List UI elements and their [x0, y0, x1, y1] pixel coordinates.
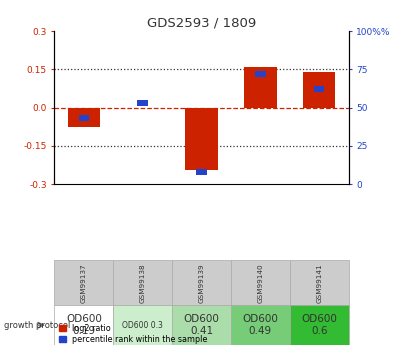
Bar	[196, 169, 207, 175]
Text: OD600
0.6: OD600 0.6	[301, 314, 337, 336]
Bar	[303, 72, 335, 108]
Bar	[68, 108, 100, 127]
Bar	[137, 100, 148, 106]
Text: OD600
0.19: OD600 0.19	[66, 314, 102, 336]
Bar	[244, 67, 276, 108]
Bar	[185, 108, 218, 170]
Bar	[79, 116, 89, 121]
Text: OD600
0.41: OD600 0.41	[183, 314, 220, 336]
Title: GDS2593 / 1809: GDS2593 / 1809	[147, 17, 256, 30]
Text: GSM99139: GSM99139	[199, 263, 204, 303]
Bar	[255, 71, 266, 77]
Text: growth protocol: growth protocol	[4, 321, 71, 330]
Text: OD600 0.3: OD600 0.3	[122, 321, 163, 330]
Text: GSM99138: GSM99138	[140, 263, 145, 303]
Text: GSM99140: GSM99140	[258, 263, 263, 303]
Text: GSM99141: GSM99141	[316, 263, 322, 303]
Text: OD600
0.49: OD600 0.49	[242, 314, 278, 336]
Legend: log2 ratio, percentile rank within the sample: log2 ratio, percentile rank within the s…	[58, 323, 208, 344]
Bar	[314, 86, 324, 92]
Text: GSM99137: GSM99137	[81, 263, 87, 303]
